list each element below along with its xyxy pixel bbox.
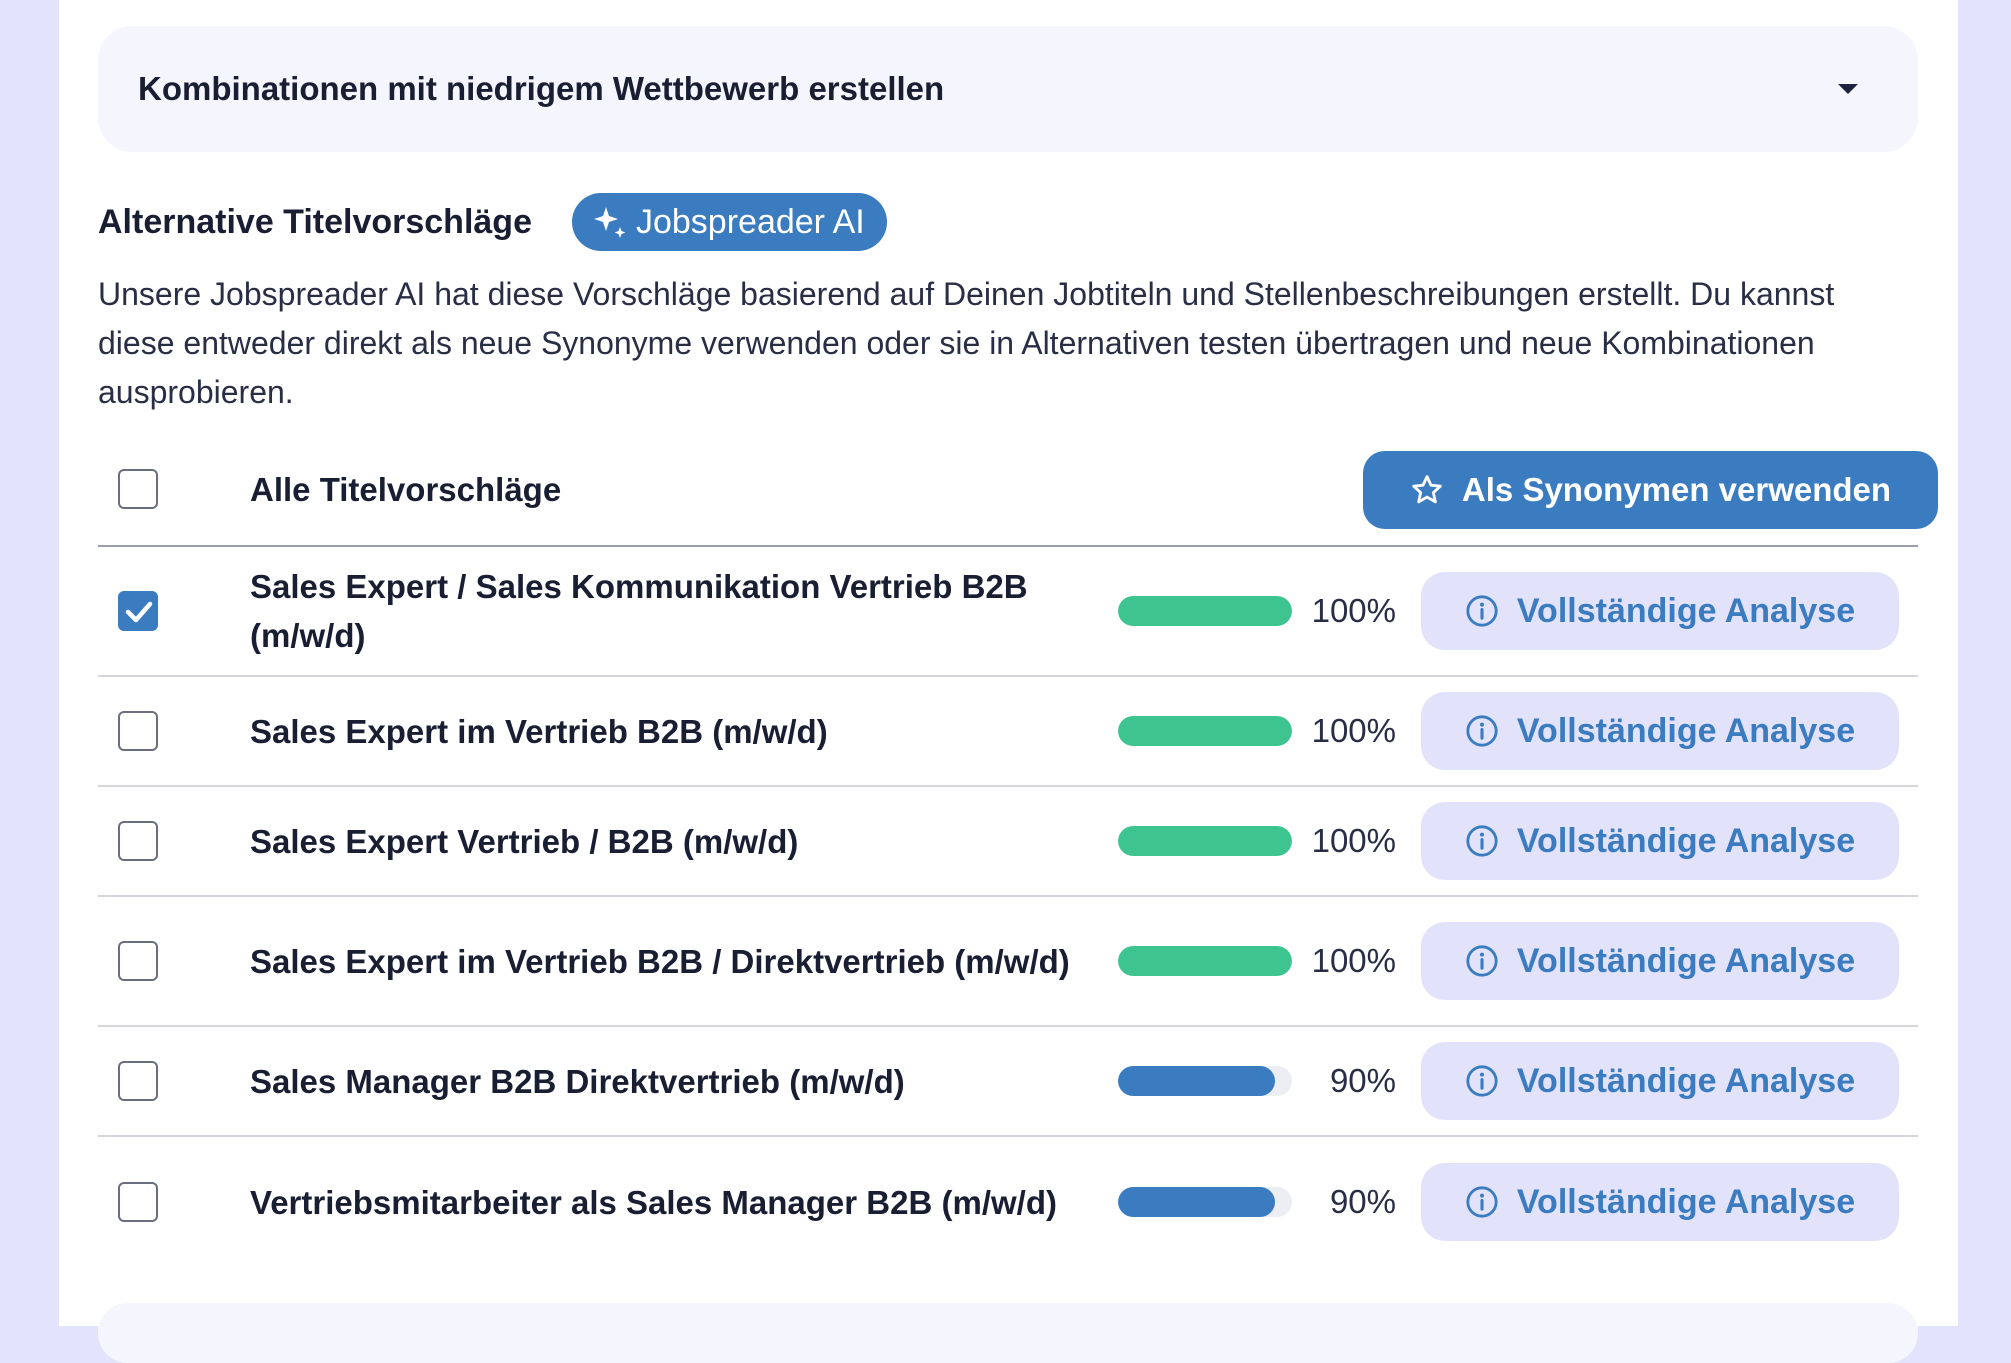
full-analysis-label: Vollständige Analyse [1516, 591, 1856, 630]
main-panel: Kombinationen mit niedrigem Wettbewerb e… [59, 0, 1958, 1363]
competition-combinations-accordion[interactable]: Kombinationen mit niedrigem Wettbewerb e… [98, 26, 1918, 152]
score-bar-fill [1118, 826, 1292, 856]
score-bar [1118, 946, 1292, 976]
use-as-synonyms-button[interactable]: Als Synonymen verwenden [1363, 451, 1938, 529]
info-icon [1466, 595, 1498, 627]
full-analysis-button[interactable]: Vollständige Analyse [1421, 922, 1899, 1000]
section-description: Unsere Jobspreader AI hat diese Vorschlä… [98, 276, 1835, 410]
next-accordion[interactable] [98, 1303, 1918, 1363]
score-percent: 90% [1329, 1183, 1396, 1220]
section-header: Alternative Titelvorschläge Jobspreader … [98, 193, 887, 251]
score-percent: 100% [1311, 712, 1396, 749]
suggestion-title: Sales Expert im Vertrieb B2B (m/w/d) [250, 712, 828, 750]
score-bar-fill [1118, 946, 1292, 976]
score-bar-fill [1118, 1066, 1275, 1096]
select-all-checkbox[interactable] [118, 469, 158, 509]
score-percent: 100% [1311, 822, 1396, 859]
sparkle-icon [593, 207, 626, 238]
score-bar [1118, 596, 1292, 626]
full-analysis-button[interactable]: Vollständige Analyse [1421, 1163, 1899, 1241]
suggestion-row: Vertriebsmitarbeiter als Sales Manager B… [98, 1137, 1918, 1267]
select-all-label: Alle Titelvorschläge [250, 471, 562, 508]
full-analysis-button[interactable]: Vollständige Analyse [1421, 1042, 1899, 1120]
score-bar [1118, 716, 1292, 746]
suggestion-title: Vertriebsmitarbeiter als Sales Manager B… [250, 1183, 1057, 1221]
score-percent: 90% [1329, 1062, 1396, 1099]
score-bar-fill [1118, 716, 1292, 746]
suggestion-checkbox[interactable] [118, 1061, 158, 1101]
full-analysis-label: Vollständige Analyse [1516, 1061, 1856, 1100]
suggestion-title: Sales Expert Vertrieb / B2B (m/w/d) [250, 822, 799, 860]
suggestion-checkbox[interactable] [118, 1182, 158, 1222]
full-analysis-label: Vollständige Analyse [1516, 821, 1856, 860]
score-bar-fill [1118, 596, 1292, 626]
score-bar-fill [1118, 1187, 1275, 1217]
suggestion-row: Sales Expert im Vertrieb B2B (m/w/d) 100%… [98, 677, 1918, 787]
info-icon [1466, 1065, 1498, 1097]
ai-badge: Jobspreader AI [571, 193, 887, 251]
accordion-title: Kombinationen mit niedrigem Wettbewerb e… [138, 70, 945, 107]
use-as-synonyms-label: Als Synonymen verwenden [1461, 471, 1892, 508]
suggestion-title: Sales Expert / Sales Kommunikation Vertr… [250, 568, 1028, 654]
suggestion-checkbox[interactable] [118, 591, 158, 631]
info-icon [1466, 945, 1498, 977]
select-all-row: Alle Titelvorschläge Als Synonymen verwe… [98, 451, 1938, 547]
full-analysis-button[interactable]: Vollständige Analyse [1421, 802, 1899, 880]
suggestion-row: Sales Expert im Vertrieb B2B / Direktver… [98, 897, 1918, 1027]
full-analysis-label: Vollständige Analyse [1516, 1182, 1856, 1221]
info-icon [1466, 1186, 1498, 1218]
ai-badge-label: Jobspreader AI [635, 202, 865, 241]
star-icon [1412, 475, 1442, 504]
suggestion-checkbox[interactable] [118, 711, 158, 751]
checkmark-icon [125, 601, 153, 623]
suggestion-title: Sales Manager B2B Direktvertrieb (m/w/d) [250, 1062, 905, 1100]
suggestion-row: Sales Expert Vertrieb / B2B (m/w/d) 100% V… [98, 787, 1918, 897]
score-bar [1118, 1187, 1292, 1217]
suggestion-row: Sales Manager B2B Direktvertrieb (m/w/d)… [98, 1027, 1918, 1137]
score-percent: 100% [1311, 942, 1396, 979]
suggestion-row: Sales Expert / Sales Kommunikation Vertr… [98, 547, 1918, 677]
suggestion-title: Sales Expert im Vertrieb B2B / Direktver… [250, 942, 1070, 980]
score-bar [1118, 826, 1292, 856]
suggestion-checkbox[interactable] [118, 941, 158, 981]
section-title: Alternative Titelvorschläge [98, 202, 532, 241]
full-analysis-label: Vollständige Analyse [1516, 941, 1856, 980]
score-percent: 100% [1311, 592, 1396, 629]
suggestion-checkbox[interactable] [118, 821, 158, 861]
info-icon [1466, 825, 1498, 857]
full-analysis-button[interactable]: Vollständige Analyse [1421, 572, 1899, 650]
full-analysis-button[interactable]: Vollständige Analyse [1421, 692, 1899, 770]
score-bar [1118, 1066, 1292, 1096]
caret-down-icon[interactable] [1838, 84, 1858, 94]
full-analysis-label: Vollständige Analyse [1516, 711, 1856, 750]
info-icon [1466, 715, 1498, 747]
